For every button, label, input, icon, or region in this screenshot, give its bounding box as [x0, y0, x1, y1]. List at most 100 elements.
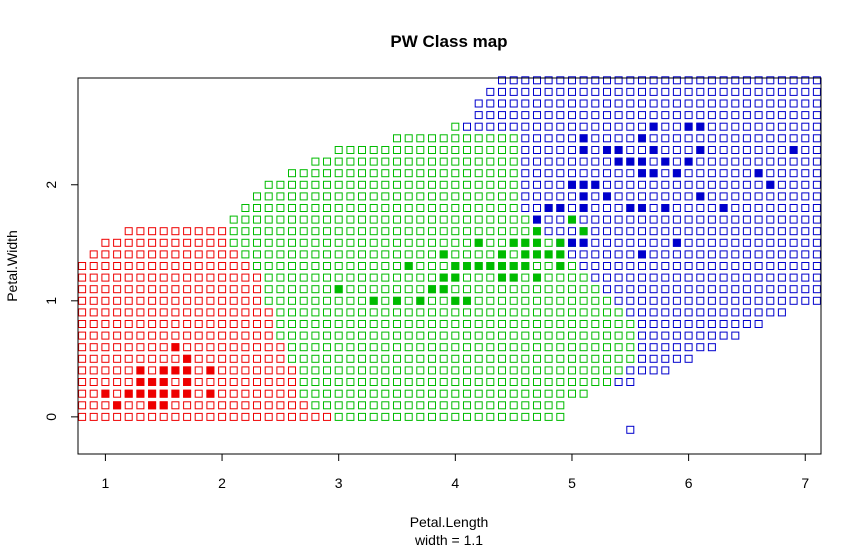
grid-cell-versicolor [486, 354, 495, 363]
grid-cell-versicolor [404, 238, 413, 247]
grid-cell-virginica [812, 250, 821, 259]
grid-cell-virginica [789, 204, 798, 212]
grid-cell-versicolor [369, 262, 378, 270]
grid-cell-setosa [194, 227, 203, 236]
grid-cell-virginica [742, 76, 751, 85]
grid-cell-virginica [789, 76, 798, 85]
grid-cell-versicolor [381, 262, 390, 270]
grid-cell-virginica [638, 87, 646, 96]
grid-cell-virginica [707, 99, 716, 108]
grid-cell-versicolor [264, 180, 273, 189]
grid-cell-versicolor [299, 227, 308, 236]
grid-cell-versicolor [276, 227, 285, 236]
grid-cell-versicolor [544, 366, 553, 375]
grid-cell-versicolor [323, 296, 331, 305]
grid-cell-virginica [742, 192, 751, 201]
grid-cell-versicolor [603, 320, 611, 328]
grid-cell-virginica [719, 285, 728, 294]
grid-cell-virginica [579, 215, 588, 224]
data-point-setosa [206, 389, 215, 398]
grid-cell-versicolor [358, 250, 366, 259]
x-tick-label: 5 [568, 475, 576, 491]
grid-cell-versicolor [498, 308, 506, 317]
grid-cell-virginica [766, 111, 775, 120]
grid-cell-versicolor [451, 227, 460, 236]
grid-cell-versicolor [369, 238, 378, 247]
grid-cell-setosa [218, 308, 227, 317]
grid-cell-versicolor [428, 134, 436, 143]
grid-cell-setosa [299, 412, 308, 421]
grid-cell-virginica [533, 111, 541, 120]
grid-cell-versicolor [229, 227, 238, 236]
grid-cell-setosa [194, 308, 203, 317]
data-point-versicolor [463, 296, 471, 305]
grid-cell-versicolor [439, 215, 448, 224]
grid-cell-versicolor [253, 262, 261, 270]
grid-cell-versicolor [323, 192, 331, 201]
grid-cell-setosa [159, 250, 168, 259]
grid-cell-versicolor [369, 192, 378, 201]
grid-cell-versicolor [498, 389, 506, 398]
grid-cell-versicolor [299, 273, 308, 282]
grid-cell-virginica [672, 285, 681, 294]
grid-cell-setosa [78, 378, 87, 386]
grid-cell-setosa [136, 296, 145, 305]
grid-cell-versicolor [311, 343, 320, 352]
grid-cell-versicolor [358, 343, 366, 352]
grid-cell-versicolor [323, 401, 331, 410]
grid-cell-setosa [159, 262, 168, 270]
grid-cell-virginica [603, 262, 611, 270]
grid-cell-virginica [696, 134, 705, 143]
grid-cell-versicolor [288, 227, 296, 236]
grid-cell-setosa [78, 308, 87, 317]
grid-cell-virginica [754, 122, 763, 131]
grid-cell-virginica [568, 99, 576, 108]
grid-cell-setosa [159, 343, 168, 352]
grid-cell-virginica [591, 157, 600, 166]
grid-cell-virginica [544, 215, 553, 224]
grid-cell-versicolor [591, 320, 600, 328]
grid-cell-virginica [568, 134, 576, 143]
data-points [101, 122, 798, 410]
grid-cell-versicolor [288, 354, 296, 363]
grid-cell-versicolor [416, 250, 425, 259]
grid-cell-versicolor [299, 169, 308, 178]
grid-cell-virginica [754, 238, 763, 247]
grid-cell-virginica [614, 76, 623, 85]
x-axis: 1 2 3 4 5 6 7 [102, 454, 809, 491]
data-point-versicolor [521, 262, 530, 270]
grid-cell-versicolor [509, 192, 518, 201]
grid-cell-setosa [264, 308, 273, 317]
grid-cell-versicolor [264, 250, 273, 259]
grid-cell-versicolor [358, 262, 366, 270]
grid-cell-setosa [159, 285, 168, 294]
grid-cell-virginica [626, 308, 635, 317]
grid-cell-versicolor [439, 331, 448, 340]
grid-cell-virginica [789, 296, 798, 305]
grid-cell-virginica [579, 122, 588, 131]
grid-cell-versicolor [404, 331, 413, 340]
grid-cell-versicolor [521, 296, 530, 305]
data-point-versicolor [533, 273, 541, 282]
grid-cell-virginica [498, 111, 506, 120]
grid-cell-virginica [672, 331, 681, 340]
grid-cell-versicolor [404, 134, 413, 143]
grid-cell-setosa [78, 354, 87, 363]
grid-cell-virginica [486, 99, 495, 108]
grid-cell-versicolor [544, 262, 553, 270]
grid-cell-versicolor [404, 192, 413, 201]
grid-cell-virginica [684, 250, 693, 259]
grid-cell-virginica [661, 111, 670, 120]
grid-cell-setosa [194, 262, 203, 270]
data-point-virginica [672, 169, 681, 178]
grid-cell-virginica [521, 134, 530, 143]
grid-cell-versicolor [614, 366, 623, 375]
grid-cell-virginica [603, 76, 611, 85]
grid-cell-virginica [742, 87, 751, 96]
grid-cell-versicolor [311, 180, 320, 189]
grid-cell-setosa [78, 320, 87, 328]
grid-cell-virginica [812, 285, 821, 294]
grid-cell-versicolor [498, 146, 506, 154]
grid-cell-virginica [766, 87, 775, 96]
grid-cell-versicolor [428, 296, 436, 305]
